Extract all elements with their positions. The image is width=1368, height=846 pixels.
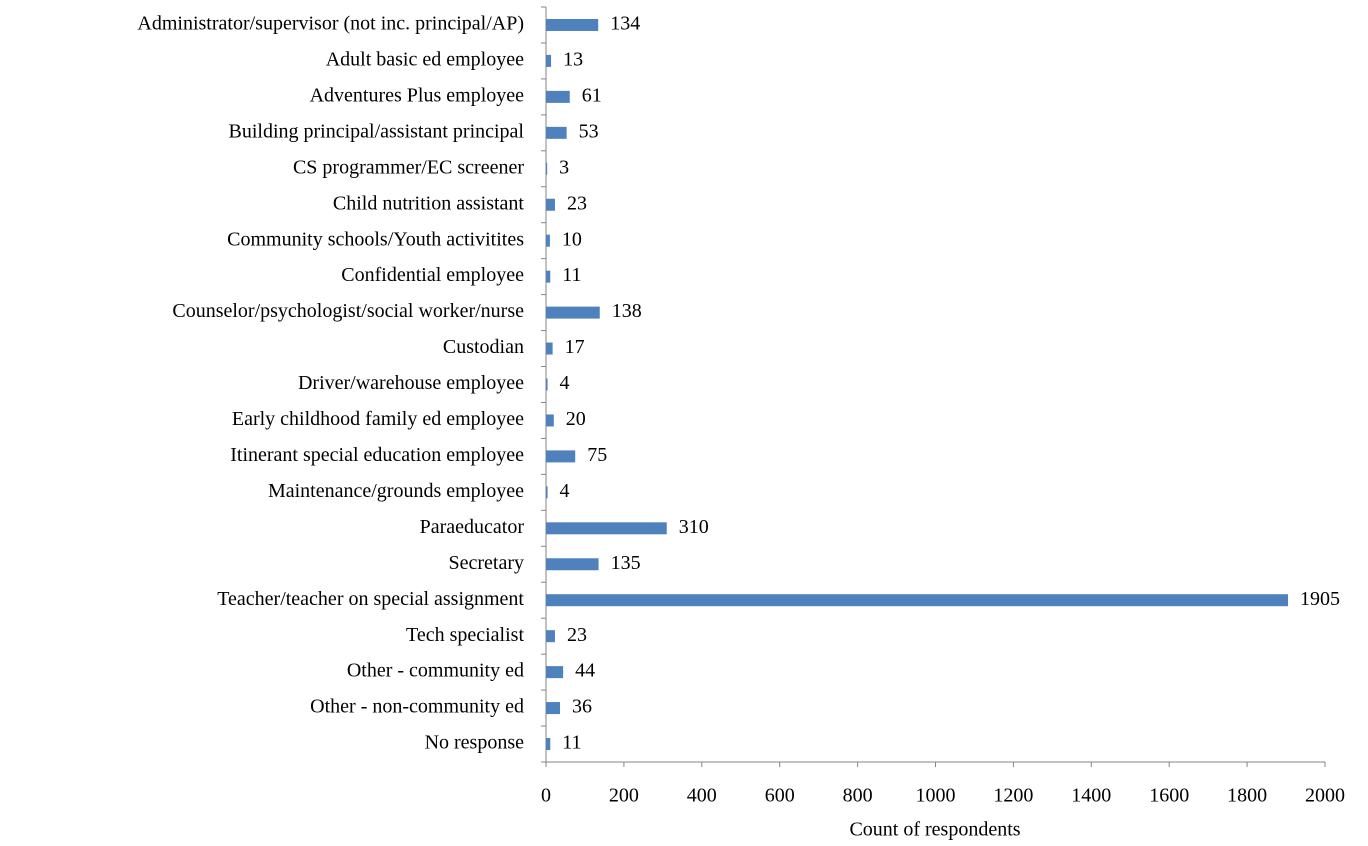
bar (546, 234, 550, 247)
bar (546, 378, 548, 391)
data-label: 36 (572, 696, 592, 718)
bar (546, 594, 1288, 607)
y-tick-label: Confidential employee (341, 264, 524, 286)
data-label: 75 (587, 444, 607, 466)
data-label: 310 (679, 516, 709, 538)
x-axis-title: Count of respondents (849, 819, 1020, 841)
data-label: 134 (610, 13, 640, 35)
data-label: 61 (582, 84, 602, 106)
data-label: 1905 (1300, 588, 1340, 610)
bar (546, 342, 553, 355)
y-tick-label: Secretary (448, 552, 524, 574)
bar (546, 126, 567, 139)
data-label: 17 (565, 336, 585, 358)
bar (546, 306, 600, 319)
bar (546, 414, 554, 427)
bar (546, 162, 548, 175)
data-label: 4 (560, 480, 570, 502)
y-tick-label: CS programmer/EC screener (293, 156, 524, 178)
data-label: 11 (562, 264, 581, 286)
data-label: 10 (562, 228, 582, 250)
data-label: 11 (562, 732, 581, 754)
data-label: 20 (566, 408, 586, 430)
x-tick-label: 1600 (1149, 785, 1189, 807)
bar (546, 54, 552, 67)
data-label: 138 (612, 300, 642, 322)
bar (546, 270, 551, 283)
y-tick-label: Administrator/supervisor (not inc. princ… (137, 13, 524, 35)
bar (546, 18, 599, 31)
y-tick-label: Adventures Plus employee (310, 84, 525, 106)
y-tick-label: Adult basic ed employee (326, 49, 524, 71)
x-tick-label: 800 (843, 785, 873, 807)
bar (546, 558, 599, 571)
x-tick-label: 1400 (1071, 785, 1111, 807)
bar (546, 90, 570, 103)
x-tick-label: 0 (541, 785, 551, 807)
data-label: 23 (567, 192, 587, 214)
x-tick-label: 600 (765, 785, 795, 807)
y-tick-label: Community schools/Youth activitites (227, 228, 524, 250)
y-tick-label: Counselor/psychologist/social worker/nur… (172, 300, 524, 322)
data-label: 4 (560, 372, 570, 394)
y-tick-label: Child nutrition assistant (333, 192, 525, 214)
data-label: 3 (559, 156, 569, 178)
bar (546, 198, 555, 211)
bar (546, 630, 555, 643)
data-label: 44 (575, 660, 595, 682)
y-tick-label: Early childhood family ed employee (232, 408, 524, 430)
x-tick-label: 1000 (916, 785, 956, 807)
x-tick-label: 400 (687, 785, 717, 807)
x-tick-label: 2000 (1305, 785, 1345, 807)
y-tick-label: Itinerant special education employee (230, 444, 524, 466)
y-tick-label: Building principal/assistant principal (228, 120, 524, 142)
bar (546, 702, 561, 715)
data-label: 53 (579, 120, 599, 142)
data-label: 23 (567, 624, 587, 646)
data-label: 135 (611, 552, 641, 574)
bar (546, 522, 667, 535)
x-tick-label: 1800 (1227, 785, 1267, 807)
bar (546, 666, 564, 679)
y-tick-label: No response (425, 732, 525, 754)
bar (546, 738, 551, 751)
y-tick-label: Tech specialist (406, 624, 524, 646)
y-tick-label: Custodian (443, 336, 524, 358)
x-tick-label: 200 (609, 785, 639, 807)
y-tick-label: Other - community ed (347, 660, 524, 682)
y-tick-label: Paraeducator (420, 516, 525, 538)
y-tick-label: Maintenance/grounds employee (268, 480, 524, 502)
y-tick-label: Other - non-community ed (310, 696, 524, 718)
y-tick-label: Driver/warehouse employee (298, 372, 524, 394)
bar (546, 450, 576, 463)
bar (546, 486, 548, 499)
y-tick-label: Teacher/teacher on special assignment (217, 588, 524, 610)
x-tick-label: 1200 (993, 785, 1033, 807)
data-label: 13 (563, 49, 583, 71)
